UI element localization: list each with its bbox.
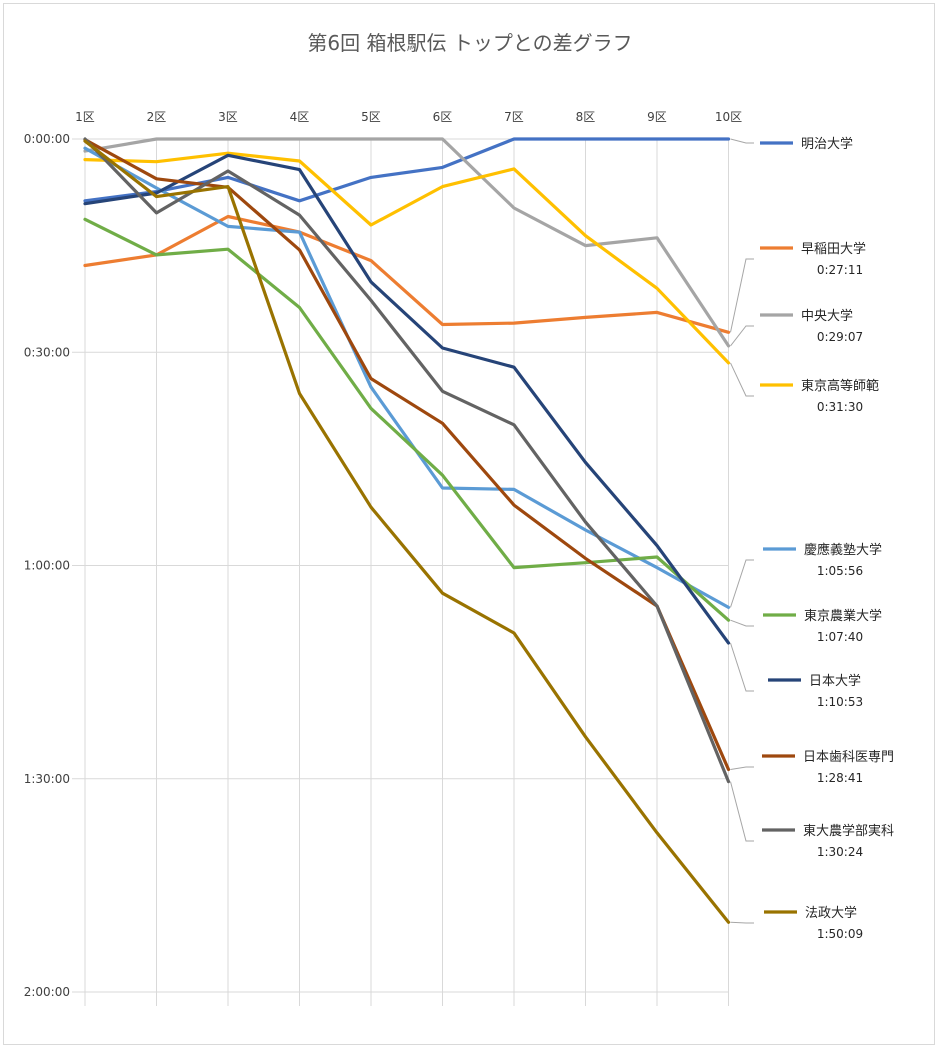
x-tick-label: 7区 xyxy=(504,110,524,124)
legend-series-name: 日本大学 xyxy=(809,673,861,689)
x-tick-label: 9区 xyxy=(647,110,667,124)
y-tick-label: 0:30:00 xyxy=(24,345,70,359)
series-line xyxy=(83,151,731,365)
series-line xyxy=(83,139,731,924)
series-line xyxy=(83,153,731,645)
legend-series-time: 1:50:09 xyxy=(817,927,863,941)
legend-series-name: 法政大学 xyxy=(805,905,857,921)
series-line xyxy=(83,146,731,610)
chart-title: 第6回 箱根駅伝 トップとの差グラフ xyxy=(307,31,632,55)
y-axis-ticks: 0:00:00 0:30:00 1:00:00 1:30:00 2:00:00 xyxy=(24,132,70,999)
legend-series-time: 0:31:30 xyxy=(817,400,863,414)
x-tick-label: 10区 xyxy=(715,110,742,124)
chart-frame xyxy=(3,3,935,1045)
legend-leader-line xyxy=(730,642,754,692)
legend-series-time: 0:29:07 xyxy=(817,330,863,344)
x-tick-label: 2区 xyxy=(147,110,167,124)
legend-series-time: 0:27:11 xyxy=(817,263,863,277)
legend-series-name: 早稲田大学 xyxy=(801,241,866,257)
legend-series-time: 1:05:56 xyxy=(817,564,863,578)
series-line xyxy=(83,137,731,348)
legend-series-name: 東京農業大学 xyxy=(804,608,882,624)
legend-leader-line xyxy=(730,781,754,842)
y-tick-label: 2:00:00 xyxy=(24,985,70,999)
legend-series-name: 東京高等師範 xyxy=(801,378,879,394)
series-lines xyxy=(83,137,731,924)
legend-series-name: 慶應義塾大学 xyxy=(804,542,882,558)
legend-leader-line xyxy=(730,766,754,770)
y-tick-label: 1:00:00 xyxy=(24,559,70,573)
legend-series-name: 明治大学 xyxy=(801,136,853,152)
series-line xyxy=(83,138,731,772)
legend-leader-line xyxy=(730,325,754,347)
legend-series-name: 中央大学 xyxy=(801,308,853,324)
legend-series-time: 1:07:40 xyxy=(817,630,863,644)
x-tick-label: 5区 xyxy=(361,110,381,124)
legend-series-time: 1:28:41 xyxy=(817,771,863,785)
x-tick-label: 6区 xyxy=(433,110,453,124)
series-line xyxy=(83,214,731,334)
x-tick-label: 4区 xyxy=(290,110,310,124)
legend-series-name: 東大農学部実科 xyxy=(803,823,894,839)
legend-series-name: 日本歯科医専門 xyxy=(803,750,894,765)
series-line xyxy=(83,137,731,784)
legend-leader-line xyxy=(730,258,754,333)
series-line xyxy=(83,217,731,622)
y-tick-label: 0:00:00 xyxy=(24,132,70,146)
legend-leader-line xyxy=(730,619,754,627)
legend-series-time: 1:30:24 xyxy=(817,845,863,859)
x-tick-label: 3区 xyxy=(218,110,238,124)
legend-series-time: 1:10:53 xyxy=(817,695,863,709)
x-tick-label: 8区 xyxy=(576,110,596,124)
y-tick-label: 1:30:00 xyxy=(24,772,70,786)
legend-leader-line xyxy=(730,362,754,397)
x-axis-ticks: 1区 2区 3区 4区 5区 6区 7区 8区 9区 10区 xyxy=(75,110,742,124)
legend-leader-line xyxy=(730,921,754,924)
legend-leader-line xyxy=(730,559,754,608)
x-tick-label: 1区 xyxy=(75,110,95,124)
legend-leader-line xyxy=(730,138,754,144)
